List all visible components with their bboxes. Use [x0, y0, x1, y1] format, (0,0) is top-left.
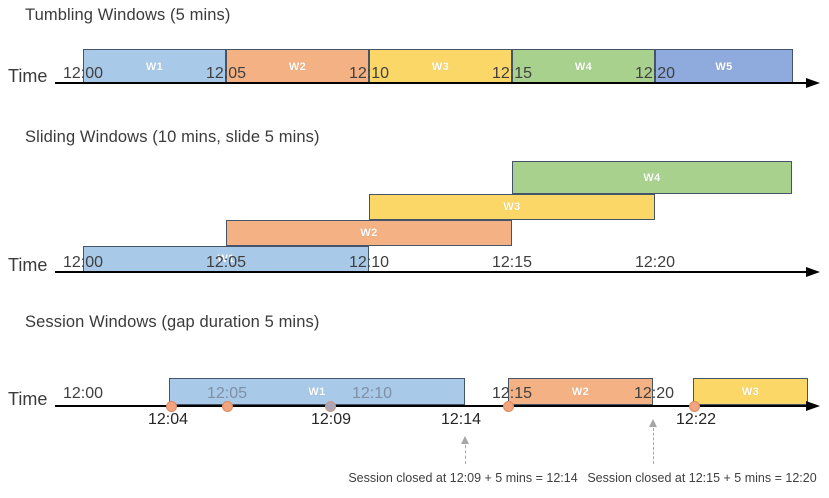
- tick-label-sliding-1220: 12:20: [634, 254, 676, 271]
- session-window-w2: W2: [508, 378, 653, 405]
- sliding-window-w2: W2: [226, 220, 512, 246]
- sliding-window-label-w4: W4: [643, 171, 661, 184]
- arrow-dashed-shaft: [464, 445, 466, 464]
- session-close-caption-1: Session closed at 12:15 + 5 mins = 12:20: [587, 471, 817, 485]
- event-dot-1204: [165, 400, 177, 412]
- event-time-label-1222: 12:22: [675, 411, 717, 428]
- sliding-window-w4: W4: [512, 161, 792, 194]
- tick-label-tumbling-1215: 12:15: [491, 65, 533, 82]
- event-dot-1222: [688, 400, 700, 412]
- tumbling-window-label-w3: W3: [431, 60, 450, 73]
- sliding-window-w1: W1: [83, 246, 369, 272]
- tick-label-session-1220: 12:20: [633, 385, 675, 402]
- tick-label-tumbling-1205: 12:05: [205, 65, 247, 82]
- session-close-arrow-icon-1: [648, 419, 658, 464]
- time-axis-label-session: Time: [8, 389, 48, 409]
- session-close-caption-0: Session closed at 12:09 + 5 mins = 12:14: [348, 471, 578, 485]
- session-window-label-w1: W1: [308, 385, 326, 398]
- section-title-session: Session Windows (gap duration 5 mins): [25, 313, 320, 331]
- tick-label-sliding-1210: 12:10: [348, 254, 390, 271]
- event-time-label-1209: 12:09: [310, 411, 352, 428]
- session-window-w1: W1: [169, 378, 465, 405]
- tick-label-tumbling-1220: 12:20: [634, 65, 676, 82]
- session-window-w3: W3: [693, 378, 808, 405]
- section-title-tumbling: Tumbling Windows (5 mins): [25, 6, 231, 24]
- tumbling-window-w3: W3: [369, 49, 512, 84]
- arrow-up-head-icon: [649, 419, 657, 427]
- sliding-window-label-w2: W2: [360, 227, 378, 239]
- tick-label-tumbling-1210: 12:10: [348, 65, 390, 82]
- timeline-session: [55, 405, 808, 407]
- tumbling-window-w1: W1: [83, 49, 226, 84]
- event-dot-1209: [324, 400, 336, 412]
- tick-label-session-1210: 12:10: [351, 385, 393, 402]
- arrow-dashed-shaft: [652, 428, 654, 464]
- session-close-arrow-icon-0: [460, 436, 470, 464]
- timeline-arrowhead-icon-sliding: [806, 266, 820, 277]
- session-window-label-w3: W3: [741, 385, 760, 398]
- tick-label-sliding-1200: 12:00: [62, 254, 104, 271]
- sliding-window-label-w1: W1: [217, 253, 235, 265]
- timeline-tumbling: [55, 82, 808, 84]
- session-window-label-w2: W2: [571, 385, 590, 398]
- sliding-window-label-w3: W3: [503, 201, 521, 213]
- tumbling-window-label-w1: W1: [145, 60, 164, 73]
- event-dot-1215: [502, 400, 514, 412]
- tumbling-window-label-w5: W5: [715, 60, 733, 73]
- event-time-label-1204: 12:04: [147, 411, 189, 428]
- tick-label-tumbling-1200: 12:00: [62, 65, 104, 82]
- time-axis-label-tumbling: Time: [8, 66, 48, 86]
- arrow-up-head-icon: [461, 436, 469, 444]
- timeline-sliding: [55, 271, 808, 273]
- tumbling-window-label-w2: W2: [288, 60, 307, 73]
- section-title-sliding: Sliding Windows (10 mins, slide 5 mins): [25, 128, 320, 146]
- sliding-window-w3: W3: [369, 194, 655, 220]
- timeline-arrowhead-icon-session: [806, 400, 820, 411]
- tumbling-window-w5: W5: [655, 49, 793, 84]
- timeline-arrowhead-icon-tumbling: [806, 77, 820, 88]
- tick-label-session-1205: 12:05: [206, 385, 248, 402]
- tick-label-session-1200: 12:00: [62, 385, 104, 402]
- time-axis-label-sliding: Time: [8, 255, 48, 275]
- event-dot-1206: [221, 400, 233, 412]
- tumbling-window-label-w4: W4: [574, 60, 593, 73]
- event-time-label-1214: 12:14: [440, 411, 482, 428]
- tick-label-session-1215: 12:15: [491, 385, 533, 402]
- tick-label-sliding-1205: 12:05: [205, 254, 247, 271]
- tick-label-sliding-1215: 12:15: [491, 254, 533, 271]
